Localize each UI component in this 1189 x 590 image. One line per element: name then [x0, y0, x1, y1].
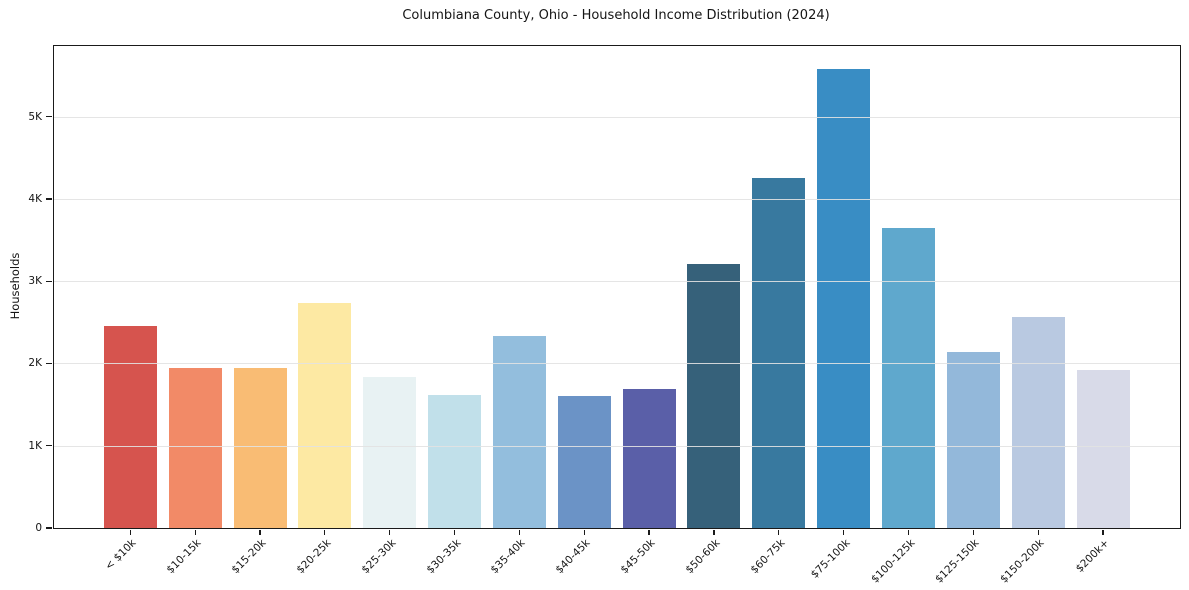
y-tick-label: 1K	[28, 439, 42, 452]
y-tick-label: 3K	[28, 275, 42, 288]
bar	[298, 303, 352, 528]
x-tick-mark	[1102, 529, 1104, 535]
gridline	[54, 198, 1180, 200]
gridline	[54, 445, 1180, 447]
bar	[687, 263, 741, 528]
gridlines-layer	[54, 46, 1180, 528]
bar	[233, 367, 287, 528]
chart-title: Columbiana County, Ohio - Household Inco…	[402, 8, 830, 23]
x-tick-mark	[583, 529, 585, 535]
gridline	[54, 363, 1180, 365]
y-tick-mark	[46, 527, 52, 529]
bar	[946, 351, 1000, 528]
x-tick-mark	[843, 529, 845, 535]
y-tick-mark	[46, 116, 52, 118]
x-tick-mark	[324, 529, 326, 535]
bar	[752, 177, 806, 528]
bar	[428, 394, 482, 528]
bar	[557, 396, 611, 528]
y-tick-mark	[46, 280, 52, 282]
y-axis-label: Households	[8, 252, 22, 320]
y-tick-label: 5K	[28, 110, 42, 123]
x-tick-mark	[129, 529, 131, 535]
y-tick-label: 2K	[28, 357, 42, 370]
y-tick-label: 4K	[28, 192, 42, 205]
bar	[492, 335, 546, 528]
bars-layer	[54, 46, 1180, 528]
gridline	[54, 281, 1180, 283]
y-axis-ticks: 0 1K 2K 3K 4K 5K	[28, 46, 1180, 534]
y-tick-mark	[46, 198, 52, 200]
x-axis-ticks: < $10k $10-15k $15-20k $20-25k $25-30k $30-35…	[54, 46, 1180, 586]
gridline	[54, 116, 1180, 118]
x-tick-mark	[907, 529, 910, 535]
bar	[168, 368, 222, 528]
bar	[622, 389, 676, 528]
bar	[103, 325, 157, 528]
bar	[1011, 316, 1065, 528]
y-tick-mark	[46, 445, 52, 447]
y-tick-label: 0	[35, 522, 42, 534]
x-tick-mark	[1037, 529, 1039, 535]
x-tick-mark	[713, 529, 715, 535]
x-tick-mark	[453, 529, 456, 535]
x-tick-mark	[648, 529, 650, 535]
x-tick-mark	[389, 529, 391, 535]
x-tick-mark	[972, 529, 974, 535]
plot-area: 0 1K 2K 3K 4K 5K < $10k $10-15k $15-20k $20-25k $…	[28, 45, 1181, 586]
bar	[882, 227, 935, 528]
bar	[817, 69, 871, 528]
y-tick-mark	[46, 362, 52, 365]
x-tick-mark	[194, 529, 196, 535]
x-tick-mark	[778, 529, 780, 535]
x-tick-mark	[518, 529, 521, 535]
bar	[363, 377, 417, 528]
bar	[1076, 370, 1130, 528]
x-tick-mark	[259, 529, 261, 535]
x-tick-label: < $10k	[103, 537, 139, 573]
